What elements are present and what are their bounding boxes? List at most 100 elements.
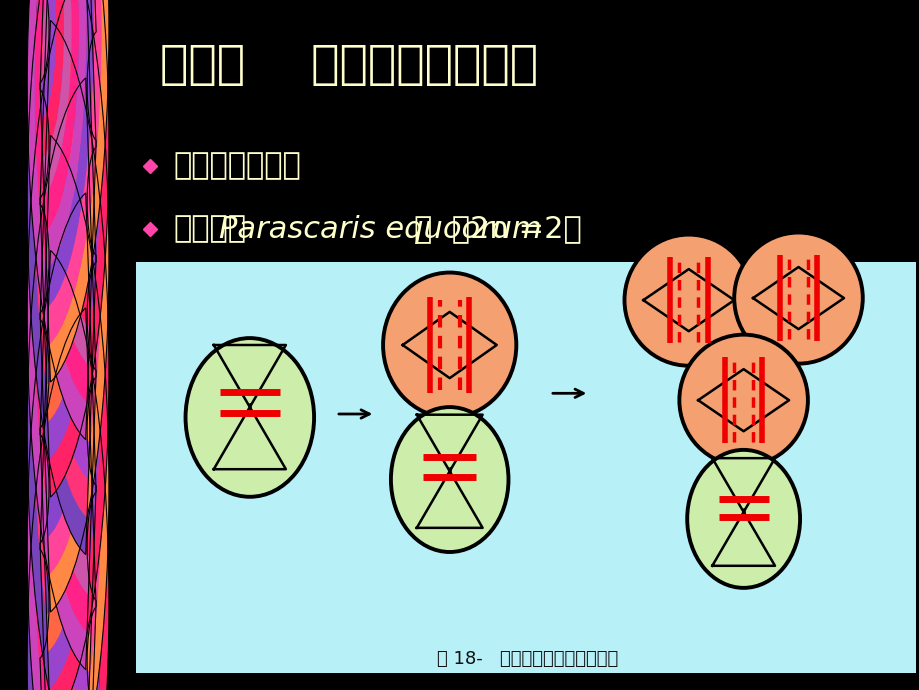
Wedge shape bbox=[41, 359, 64, 618]
Wedge shape bbox=[44, 400, 79, 690]
Wedge shape bbox=[35, 345, 88, 690]
Wedge shape bbox=[42, 152, 89, 690]
Wedge shape bbox=[42, 0, 72, 195]
Wedge shape bbox=[44, 0, 79, 348]
Wedge shape bbox=[41, 0, 64, 158]
Wedge shape bbox=[45, 17, 86, 500]
Wedge shape bbox=[28, 0, 87, 440]
Wedge shape bbox=[44, 170, 79, 578]
Wedge shape bbox=[80, 455, 96, 638]
Wedge shape bbox=[45, 248, 86, 690]
FancyBboxPatch shape bbox=[136, 262, 915, 673]
Wedge shape bbox=[40, 282, 56, 466]
Wedge shape bbox=[41, 245, 64, 503]
Wedge shape bbox=[35, 230, 88, 690]
Wedge shape bbox=[40, 512, 56, 690]
Wedge shape bbox=[28, 193, 87, 690]
Wedge shape bbox=[48, 58, 101, 690]
Wedge shape bbox=[72, 187, 95, 445]
Wedge shape bbox=[50, 0, 91, 442]
Text: ）  （2n =2）: ） （2n =2） bbox=[414, 215, 581, 244]
Wedge shape bbox=[41, 130, 64, 388]
Wedge shape bbox=[72, 72, 95, 331]
Text: Parascaris equoorum: Parascaris equoorum bbox=[219, 215, 541, 244]
Wedge shape bbox=[44, 285, 79, 690]
Wedge shape bbox=[42, 92, 72, 425]
Wedge shape bbox=[49, 0, 108, 382]
Wedge shape bbox=[41, 475, 64, 690]
Wedge shape bbox=[40, 0, 56, 121]
Text: 一．染色体丢失: 一．染色体丢失 bbox=[174, 151, 301, 180]
Wedge shape bbox=[80, 569, 96, 690]
Wedge shape bbox=[47, 0, 94, 538]
Ellipse shape bbox=[186, 338, 313, 497]
Wedge shape bbox=[42, 38, 89, 595]
Wedge shape bbox=[72, 0, 95, 215]
Wedge shape bbox=[48, 0, 101, 460]
Wedge shape bbox=[80, 110, 96, 293]
Wedge shape bbox=[64, 495, 94, 690]
Wedge shape bbox=[45, 0, 86, 385]
Wedge shape bbox=[42, 0, 89, 365]
Ellipse shape bbox=[733, 233, 862, 364]
Wedge shape bbox=[42, 268, 89, 690]
Ellipse shape bbox=[686, 450, 800, 588]
Wedge shape bbox=[80, 0, 96, 178]
Wedge shape bbox=[72, 417, 95, 676]
Wedge shape bbox=[72, 302, 95, 560]
Wedge shape bbox=[50, 75, 91, 558]
Wedge shape bbox=[47, 210, 94, 690]
Wedge shape bbox=[28, 78, 87, 690]
Wedge shape bbox=[64, 380, 94, 690]
Wedge shape bbox=[40, 167, 56, 351]
Ellipse shape bbox=[678, 335, 807, 466]
Wedge shape bbox=[48, 0, 101, 345]
Wedge shape bbox=[80, 339, 96, 523]
Wedge shape bbox=[49, 0, 108, 612]
Wedge shape bbox=[50, 0, 91, 328]
Wedge shape bbox=[57, 0, 92, 290]
Wedge shape bbox=[44, 0, 79, 233]
Text: 第一节    染色体水平的调控: 第一节 染色体水平的调控 bbox=[160, 43, 538, 88]
Wedge shape bbox=[64, 0, 94, 253]
Wedge shape bbox=[35, 0, 88, 632]
Wedge shape bbox=[42, 0, 89, 480]
Wedge shape bbox=[49, 0, 108, 497]
Wedge shape bbox=[48, 172, 101, 690]
Wedge shape bbox=[47, 95, 94, 652]
Wedge shape bbox=[57, 228, 92, 635]
Wedge shape bbox=[80, 224, 96, 408]
Wedge shape bbox=[42, 322, 72, 656]
Wedge shape bbox=[57, 112, 92, 520]
Wedge shape bbox=[42, 207, 72, 540]
Wedge shape bbox=[72, 532, 95, 690]
Wedge shape bbox=[42, 0, 72, 310]
Wedge shape bbox=[49, 250, 108, 690]
Wedge shape bbox=[57, 457, 92, 690]
Wedge shape bbox=[35, 0, 88, 518]
Ellipse shape bbox=[624, 235, 753, 366]
Wedge shape bbox=[57, 342, 92, 690]
Wedge shape bbox=[28, 0, 87, 555]
Wedge shape bbox=[45, 0, 86, 270]
Wedge shape bbox=[49, 21, 108, 690]
Wedge shape bbox=[49, 135, 108, 690]
Wedge shape bbox=[47, 325, 94, 690]
Wedge shape bbox=[64, 150, 94, 483]
Wedge shape bbox=[41, 14, 64, 273]
Wedge shape bbox=[64, 265, 94, 598]
Ellipse shape bbox=[382, 273, 516, 417]
Wedge shape bbox=[48, 288, 101, 690]
Wedge shape bbox=[64, 34, 94, 368]
Wedge shape bbox=[48, 0, 101, 575]
Wedge shape bbox=[40, 397, 56, 580]
Wedge shape bbox=[50, 190, 91, 673]
Wedge shape bbox=[28, 308, 87, 690]
Wedge shape bbox=[45, 132, 86, 615]
Wedge shape bbox=[44, 55, 79, 462]
Wedge shape bbox=[47, 0, 94, 307]
Wedge shape bbox=[35, 115, 88, 690]
Wedge shape bbox=[42, 437, 72, 690]
Wedge shape bbox=[47, 0, 94, 422]
Wedge shape bbox=[28, 0, 87, 669]
